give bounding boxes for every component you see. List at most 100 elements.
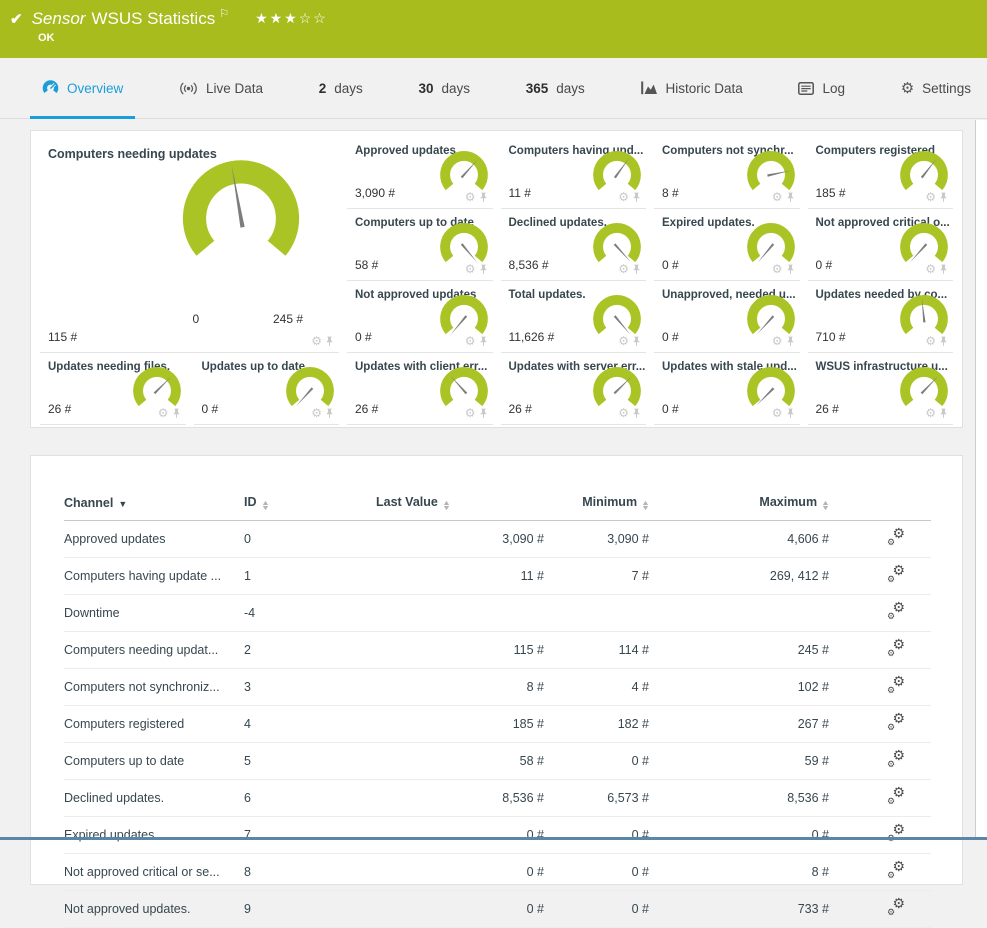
- edit-channel-gears-icon[interactable]: ⚙⚙: [887, 747, 905, 769]
- edit-channel-gears-icon[interactable]: ⚙⚙: [887, 599, 905, 621]
- table-row[interactable]: Computers needing updat... 2 115 # 114 #…: [64, 631, 931, 669]
- edit-channel-gears-icon[interactable]: ⚙⚙: [887, 673, 905, 695]
- pin-icon[interactable]: [479, 336, 488, 347]
- cell-channel[interactable]: Expired updates.: [64, 816, 244, 854]
- edit-channel-gears-icon[interactable]: ⚙⚙: [887, 562, 905, 584]
- cell-channel[interactable]: Not approved updates.: [64, 890, 244, 928]
- tab-settings[interactable]: ⚙ Settings: [889, 58, 983, 118]
- table-row[interactable]: Computers registered 4 185 # 182 # 267 #…: [64, 705, 931, 743]
- gauge-tile[interactable]: Expired updates. 0 # ⚙: [654, 209, 800, 281]
- tab-live-data[interactable]: Live Data: [167, 58, 275, 118]
- gauge-tile[interactable]: Total updates. 11,626 # ⚙: [500, 281, 646, 353]
- gear-icon[interactable]: ⚙: [311, 406, 322, 420]
- gear-icon[interactable]: ⚙: [618, 406, 629, 420]
- table-row[interactable]: Declined updates. 6 8,536 # 6,573 # 8,53…: [64, 779, 931, 817]
- table-row[interactable]: Not approved updates. 9 0 # 0 # 733 # ⚙ ⚙: [64, 890, 931, 928]
- column-header-channel[interactable]: Channel ▼: [64, 488, 244, 521]
- gear-icon[interactable]: ⚙: [925, 190, 936, 204]
- edit-channel-gears-icon[interactable]: ⚙⚙: [887, 858, 905, 880]
- priority-stars[interactable]: ★★★☆☆: [255, 11, 328, 25]
- gear-icon[interactable]: ⚙: [925, 406, 936, 420]
- gear-icon[interactable]: ⚙: [464, 406, 476, 420]
- gear-icon[interactable]: ⚙: [925, 262, 936, 276]
- pin-icon[interactable]: [939, 336, 948, 347]
- cell-channel[interactable]: Downtime: [64, 594, 244, 632]
- gear-icon[interactable]: ⚙: [618, 262, 629, 276]
- tab-historic-data[interactable]: Historic Data: [629, 58, 755, 118]
- table-row[interactable]: Approved updates 0 3,090 # 3,090 # 4,606…: [64, 520, 931, 558]
- table-row[interactable]: Computers up to date 5 58 # 0 # 59 # ⚙ ⚙: [64, 742, 931, 780]
- edit-channel-gears-icon[interactable]: ⚙⚙: [887, 784, 905, 806]
- pin-icon[interactable]: [939, 264, 948, 275]
- gauge-tile[interactable]: Updates with server err... 26 # ⚙: [500, 353, 646, 425]
- gauge-tile[interactable]: Updates needing files. 26 # ⚙: [40, 353, 186, 425]
- gear-icon[interactable]: ⚙: [464, 262, 476, 276]
- pin-icon[interactable]: [632, 336, 641, 347]
- cell-channel[interactable]: Not approved critical or se...: [64, 853, 244, 891]
- cell-channel[interactable]: Declined updates.: [64, 779, 244, 817]
- tab-30-days[interactable]: 30 days: [406, 58, 482, 118]
- gear-icon[interactable]: ⚙: [311, 334, 322, 348]
- pin-icon[interactable]: [786, 192, 795, 203]
- tab-log[interactable]: Log: [786, 58, 857, 118]
- edit-channel-gears-icon[interactable]: ⚙⚙: [887, 895, 905, 917]
- column-header-id[interactable]: ID ▲ ▼: [244, 488, 344, 521]
- pin-icon[interactable]: [325, 408, 334, 419]
- gauge-tile[interactable]: Updates needed by co... 710 # ⚙: [807, 281, 953, 353]
- pin-icon[interactable]: [479, 192, 488, 203]
- gear-icon[interactable]: ⚙: [618, 334, 629, 348]
- table-row[interactable]: Computers not synchroniz... 3 8 # 4 # 10…: [64, 668, 931, 706]
- edit-channel-gears-icon[interactable]: ⚙⚙: [887, 636, 905, 658]
- gauge-tile[interactable]: Updates up to date. 0 # ⚙: [193, 353, 339, 425]
- pin-icon[interactable]: [939, 192, 948, 203]
- cell-channel[interactable]: Computers not synchroniz...: [64, 668, 244, 706]
- gauge-tile[interactable]: WSUS infrastructure u... 26 # ⚙: [807, 353, 953, 425]
- pin-icon[interactable]: [632, 408, 641, 419]
- cell-channel[interactable]: Approved updates: [64, 520, 244, 558]
- gauge-tile[interactable]: Computers not synchr... 8 # ⚙: [654, 137, 800, 209]
- gear-icon[interactable]: ⚙: [157, 406, 169, 420]
- gear-icon[interactable]: ⚙: [771, 334, 783, 348]
- column-header-last-value[interactable]: Last Value ▲ ▼: [344, 488, 544, 521]
- cell-channel[interactable]: Computers having update ...: [64, 557, 244, 595]
- table-row[interactable]: Not approved critical or se... 8 0 # 0 #…: [64, 853, 931, 891]
- gear-icon[interactable]: ⚙: [618, 190, 629, 204]
- edit-channel-gears-icon[interactable]: ⚙⚙: [887, 710, 905, 732]
- pin-icon[interactable]: [632, 192, 641, 203]
- gear-icon[interactable]: ⚙: [771, 190, 783, 204]
- priority-flag-icon[interactable]: ⚐: [219, 8, 230, 20]
- column-header-minimum[interactable]: Minimum ▲ ▼: [544, 488, 650, 521]
- pin-icon[interactable]: [786, 264, 795, 275]
- tab-2-days[interactable]: 2 days: [307, 58, 375, 118]
- tab-overview[interactable]: Overview: [30, 58, 136, 119]
- cell-channel[interactable]: Computers registered: [64, 705, 244, 743]
- edit-channel-gears-icon[interactable]: ⚙⚙: [887, 525, 905, 547]
- table-row[interactable]: Expired updates. 7 0 # 0 # 0 # ⚙⚙: [64, 816, 931, 854]
- column-header-maximum[interactable]: Maximum ▲ ▼: [649, 488, 830, 521]
- gauge-tile[interactable]: Computers having upd... 11 # ⚙: [500, 137, 646, 209]
- gauge-tile[interactable]: Computers up to date 58 # ⚙: [347, 209, 493, 281]
- gauge-tile[interactable]: Declined updates. 8,536 # ⚙: [500, 209, 646, 281]
- pin-icon[interactable]: [172, 408, 181, 419]
- stars-empty[interactable]: ☆☆: [298, 10, 328, 26]
- tab-365-days[interactable]: 365 days: [514, 58, 597, 118]
- gear-icon[interactable]: ⚙: [771, 262, 783, 276]
- pin-icon[interactable]: [479, 264, 488, 275]
- gauge-tile[interactable]: Approved updates 3,090 # ⚙: [347, 137, 493, 209]
- table-row[interactable]: Downtime -4 ⚙ ⚙: [64, 594, 931, 632]
- cell-channel[interactable]: Computers needing updat...: [64, 631, 244, 669]
- stars-filled[interactable]: ★★★: [255, 10, 299, 26]
- gauge-tile[interactable]: Updates with stale upd... 0 # ⚙: [654, 353, 800, 425]
- gear-icon[interactable]: ⚙: [464, 334, 476, 348]
- gauge-tile[interactable]: Computers registered 185 # ⚙: [807, 137, 953, 209]
- gear-icon[interactable]: ⚙: [925, 334, 936, 348]
- gauge-tile-primary[interactable]: Computers needing updates 0 245 # 115 # …: [40, 137, 339, 353]
- gauge-tile[interactable]: Updates with client err... 26 # ⚙: [347, 353, 493, 425]
- cell-channel[interactable]: Computers up to date: [64, 742, 244, 780]
- gauge-tile[interactable]: Not approved critical o... 0 # ⚙: [807, 209, 953, 281]
- pin-icon[interactable]: [632, 264, 641, 275]
- gear-icon[interactable]: ⚙: [771, 406, 783, 420]
- gauge-tile[interactable]: Not approved updates 0 # ⚙: [347, 281, 493, 353]
- pin-icon[interactable]: [786, 336, 795, 347]
- pin-icon[interactable]: [786, 408, 795, 419]
